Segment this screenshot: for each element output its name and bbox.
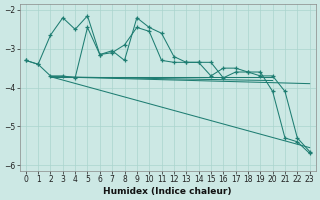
- X-axis label: Humidex (Indice chaleur): Humidex (Indice chaleur): [103, 187, 232, 196]
